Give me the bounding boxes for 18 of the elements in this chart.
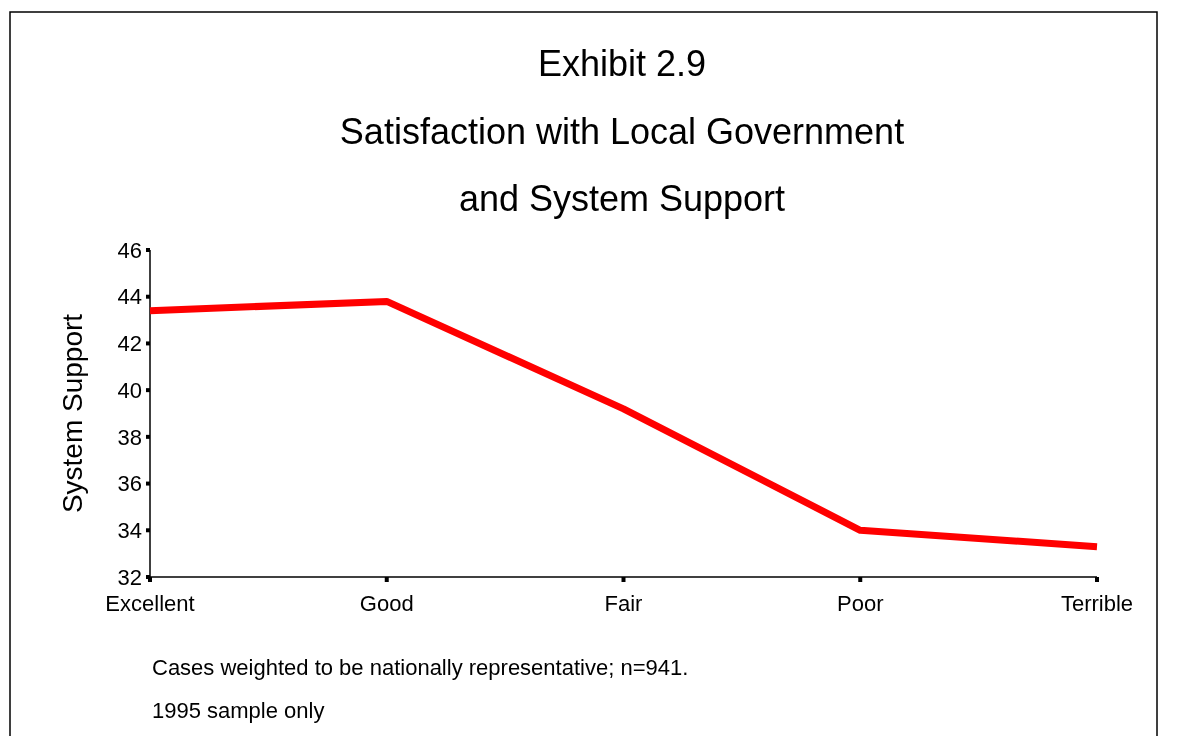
text: Cases weighted to be nationally representative; n=941.: [152, 655, 689, 680]
y-tick-label: 46: [117, 237, 142, 263]
x-tick-label: Excellent: [105, 591, 195, 616]
text: 1995 sample only: [152, 698, 325, 723]
y-tick-label: 40: [117, 377, 142, 403]
chart-subtitle: Satisfaction with Local Government and System Support: [339, 111, 905, 219]
chart-title: Exhibit 2.9: [537, 43, 707, 84]
x-tick-label: Good: [359, 591, 414, 616]
y-axis-title: System Support: [57, 313, 88, 514]
y-tick-label: 32: [117, 564, 142, 590]
x-tick-label: Poor: [837, 591, 884, 616]
y-tick-label: 42: [117, 331, 142, 357]
y-tick-label: 44: [117, 284, 142, 310]
x-tick-label: Terrible: [1060, 591, 1134, 616]
y-tick-label: 36: [117, 471, 142, 497]
x-tick-label: Fair: [604, 591, 643, 616]
y-tick-label: 38: [117, 424, 142, 450]
y-tick-label: 34: [117, 517, 142, 543]
